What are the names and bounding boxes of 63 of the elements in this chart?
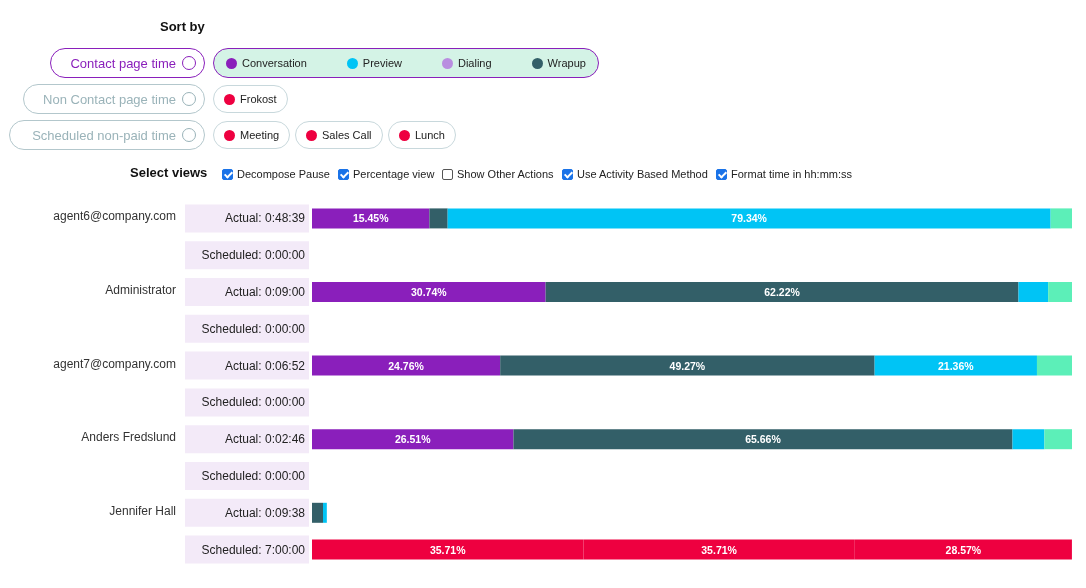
legend-label: Preview — [361, 57, 402, 69]
data-label: 79.34% — [731, 212, 768, 225]
y-tick-label: Scheduled: 0:00:00 — [201, 395, 306, 410]
text: Anders Fredslund — [81, 430, 176, 445]
legend-title: Sort by — [160, 19, 205, 34]
legend-label: Sales Call — [295, 121, 383, 149]
data-label: 24.76% — [388, 359, 425, 372]
bar — [1036, 355, 1072, 376]
y-tick-label: Scheduled: 0:00:00 — [201, 248, 306, 263]
bar — [1018, 282, 1049, 302]
data-label: 35.71% — [701, 543, 738, 556]
legend-label: Dialing — [456, 57, 492, 69]
bar — [1012, 429, 1045, 450]
bar — [447, 208, 1051, 229]
text: Show Other Actions — [456, 168, 554, 180]
text: agent6@company.com — [53, 209, 176, 224]
data-label: 62.22% — [764, 286, 801, 298]
data-label: 21.36% — [937, 359, 975, 372]
y-tick-label: Scheduled: 0:00:00 — [201, 469, 306, 483]
text: Administrator — [105, 283, 176, 297]
y-tick-label: Scheduled: 7:00:00 — [201, 542, 306, 557]
legend-label: Conversation — [241, 57, 307, 69]
text: Format time in hh:mm:ss — [730, 168, 853, 180]
y-tick-label: Actual: 0:02:46 — [224, 432, 306, 447]
bar — [312, 282, 546, 302]
legend-label: Lunch — [388, 121, 456, 149]
bar — [323, 502, 327, 523]
bar — [312, 502, 324, 523]
data-label: 26.51% — [394, 433, 432, 446]
text: Percentage view — [352, 168, 435, 180]
y-tick-label: Actual: 0:48:39 — [224, 211, 306, 226]
bar — [545, 282, 1019, 302]
bar — [312, 208, 430, 229]
y-tick-label: Actual: 0:06:52 — [224, 358, 306, 373]
bar — [1044, 429, 1072, 450]
y-tick-label: Actual: 0:09:38 — [224, 505, 306, 520]
legend-label: Wrapup — [546, 57, 586, 69]
text: Use Activity Based Method — [576, 168, 708, 180]
bar — [429, 208, 448, 229]
text: Non Contact page time — [23, 84, 205, 114]
data-label: 15.45% — [352, 212, 390, 225]
text: Jennifer Hall — [109, 503, 176, 518]
data-label: 28.57% — [945, 543, 982, 556]
data-label: 30.74% — [411, 286, 448, 298]
text: Decompose Pause — [236, 168, 330, 180]
data-label: 35.71% — [429, 543, 467, 556]
bar — [312, 355, 501, 376]
bar — [1048, 282, 1072, 302]
text: Scheduled non-paid time — [9, 120, 205, 150]
bar — [874, 355, 1037, 376]
bar — [513, 429, 1013, 450]
legend-label: Frokost — [213, 85, 288, 113]
bar — [1050, 208, 1072, 229]
data-label: 49.27% — [669, 359, 706, 372]
y-tick-label: Scheduled: 0:00:00 — [201, 321, 306, 336]
legend-label: Meeting — [213, 121, 291, 149]
bar — [312, 429, 514, 450]
bar — [500, 355, 875, 376]
text: agent7@company.com — [53, 356, 176, 371]
data-label: 65.66% — [745, 433, 782, 446]
y-tick-label: Actual: 0:09:00 — [224, 285, 306, 299]
text: Contact page time — [50, 48, 205, 78]
text: Select views — [130, 165, 208, 180]
